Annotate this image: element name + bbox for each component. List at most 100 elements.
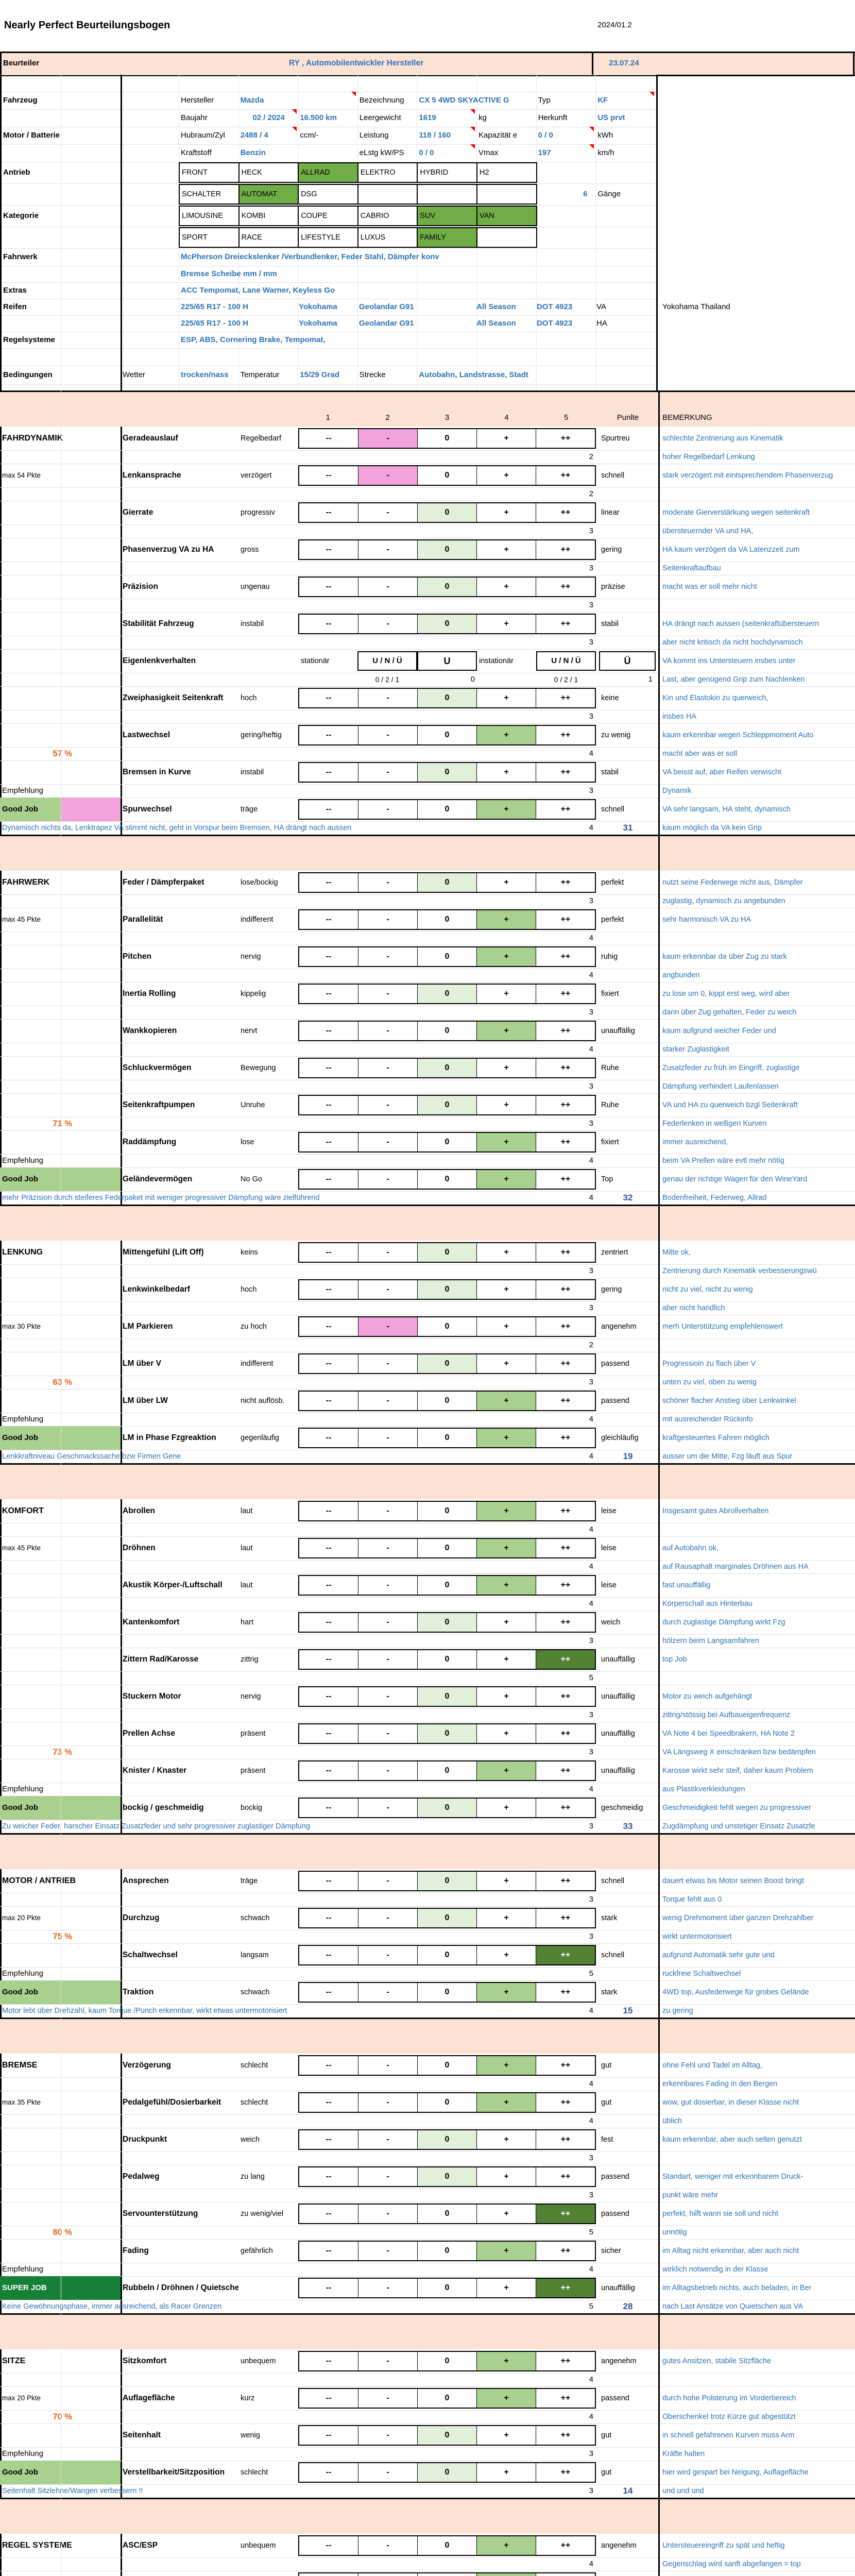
rating-cell-5[interactable]: ++ bbox=[536, 2056, 595, 2075]
rating-cell-3[interactable]: 0 bbox=[417, 910, 476, 929]
rating-cell-1[interactable]: -- bbox=[326, 545, 332, 554]
rating-cell-4[interactable]: + bbox=[476, 429, 536, 448]
rating-cell-2[interactable]: - bbox=[358, 2205, 417, 2223]
rating-cell-2[interactable]: - bbox=[358, 2352, 417, 2370]
rating-cell-1[interactable]: -- bbox=[326, 1138, 332, 1146]
rating-cell-4[interactable]: + bbox=[476, 689, 536, 707]
rating-cell-5[interactable]: ++ bbox=[536, 2167, 595, 2186]
rating-cell-selected[interactable]: 0 bbox=[417, 1280, 476, 1299]
rating-cell-2[interactable]: - bbox=[358, 615, 417, 633]
rating-cell-selected[interactable]: ++ bbox=[536, 2205, 595, 2223]
rating-cell-5[interactable]: ++ bbox=[536, 503, 595, 522]
rating-cell-2[interactable]: - bbox=[358, 1096, 417, 1114]
option-coupe[interactable]: COUPE bbox=[298, 206, 358, 226]
rating-cell-3[interactable]: 0 bbox=[417, 2573, 476, 2576]
rating-cell-3[interactable]: 0 bbox=[417, 800, 476, 819]
rating-cell-selected[interactable]: + bbox=[476, 1576, 536, 1595]
rating-cell-1[interactable]: -- bbox=[326, 768, 332, 776]
rating-cell-5[interactable]: ++ bbox=[536, 1317, 595, 1336]
option-empty[interactable] bbox=[476, 227, 537, 248]
rating-cell-5[interactable]: ++ bbox=[536, 1280, 595, 1299]
rating-cell-4[interactable]: + bbox=[476, 2205, 536, 2223]
option-front[interactable]: FRONT bbox=[179, 162, 240, 183]
option-luxus[interactable]: LUXUS bbox=[357, 227, 418, 248]
rating-cell-3[interactable]: 0 bbox=[417, 1429, 476, 1447]
rating-cell-1[interactable]: -- bbox=[326, 1433, 332, 1442]
rating-cell-4[interactable]: + bbox=[476, 1946, 536, 1964]
rating-cell-1[interactable]: -- bbox=[326, 2541, 332, 2550]
rating-cell-2[interactable]: - bbox=[358, 1022, 417, 1040]
rating-cell-5[interactable]: ++ bbox=[536, 2093, 595, 2112]
rating-cell-5[interactable]: ++ bbox=[536, 1761, 595, 1780]
rating-cell-3[interactable]: 0 bbox=[417, 2279, 476, 2297]
rating-cell-1[interactable]: -- bbox=[326, 2135, 332, 2144]
rating-cell-5[interactable]: ++ bbox=[536, 910, 595, 929]
rating-cell-selected[interactable]: - bbox=[358, 466, 417, 485]
rating-cell-1[interactable]: -- bbox=[326, 508, 332, 517]
rating-cell-5[interactable]: ++ bbox=[536, 2536, 595, 2555]
rating-cell-1[interactable]: -- bbox=[326, 1248, 332, 1257]
rating-cell-5[interactable]: ++ bbox=[536, 1909, 595, 1927]
rating-cell-selected[interactable]: 0 bbox=[417, 1687, 476, 1706]
rating-cell-selected[interactable]: + bbox=[476, 2536, 536, 2555]
rating-cell-1[interactable]: -- bbox=[326, 2098, 332, 2107]
rating-cell-4[interactable]: + bbox=[476, 540, 536, 559]
rating-cell-5[interactable]: ++ bbox=[536, 2573, 595, 2576]
rating-cell-selected[interactable]: + bbox=[476, 726, 536, 744]
option-allrad[interactable]: ALLRAD bbox=[298, 162, 358, 183]
rating-cell-3[interactable]: 0 bbox=[417, 2536, 476, 2555]
rating-cell-1[interactable]: -- bbox=[326, 1729, 332, 1738]
rating-cell-3[interactable]: 0 bbox=[417, 1539, 476, 1557]
rating-cell-selected[interactable]: - bbox=[358, 429, 417, 448]
rating-cell-4[interactable]: + bbox=[476, 763, 536, 782]
rating-cell-5[interactable]: ++ bbox=[536, 1687, 595, 1706]
rating-cell-1[interactable]: -- bbox=[326, 915, 332, 924]
option-h2[interactable]: H2 bbox=[476, 162, 537, 183]
rating-cell-2[interactable]: - bbox=[358, 2389, 417, 2408]
rating-cell-5[interactable]: ++ bbox=[536, 873, 595, 892]
rating-cell-selected[interactable]: 0 bbox=[417, 1909, 476, 1927]
rating-cell-2[interactable]: - bbox=[358, 1983, 417, 2002]
rating-cell-3[interactable]: 0 bbox=[417, 466, 476, 485]
rating-cell-selected[interactable]: + bbox=[476, 2389, 536, 2408]
rating-cell-1[interactable]: -- bbox=[326, 1175, 332, 1183]
rating-cell-selected[interactable]: ++ bbox=[536, 1650, 595, 1669]
rating-cell-2[interactable]: - bbox=[358, 2130, 417, 2149]
rating-cell-2[interactable]: - bbox=[358, 1724, 417, 1743]
option-dsg[interactable]: DSG bbox=[298, 184, 358, 205]
rating-cell-2[interactable]: - bbox=[358, 763, 417, 782]
rating-cell-1[interactable]: -- bbox=[326, 1544, 332, 1552]
rating-cell-5[interactable]: ++ bbox=[536, 540, 595, 559]
rating-cell-selected[interactable]: 0 bbox=[417, 1354, 476, 1373]
rating-cell-selected[interactable]: 0 bbox=[417, 763, 476, 782]
rating-cell-2[interactable]: - bbox=[358, 726, 417, 744]
option-elektro[interactable]: ELEKTRO bbox=[357, 162, 418, 183]
rating-cell-4[interactable]: + bbox=[476, 1354, 536, 1373]
option-empty[interactable] bbox=[357, 184, 418, 205]
rating-cell-5[interactable]: ++ bbox=[536, 1724, 595, 1743]
rating-cell-2[interactable]: - bbox=[358, 1650, 417, 1669]
rating-cell-4[interactable]: + bbox=[476, 1909, 536, 1927]
rating-cell-1[interactable]: -- bbox=[326, 1655, 332, 1664]
rating-cell-3[interactable]: 0 bbox=[417, 429, 476, 448]
rating-cell-selected[interactable]: 0 bbox=[417, 1059, 476, 1077]
rating-cell-1[interactable]: -- bbox=[326, 1359, 332, 1368]
rating-cell-selected[interactable]: 0 bbox=[417, 503, 476, 522]
rating-cell-1[interactable]: -- bbox=[326, 1581, 332, 1589]
rating-cell-2[interactable]: - bbox=[358, 985, 417, 1003]
rating-cell-1[interactable]: -- bbox=[326, 2394, 332, 2402]
rating-cell[interactable]: U / N / Ü bbox=[357, 651, 417, 671]
rating-cell-2[interactable]: - bbox=[358, 1354, 417, 1373]
rating-cell-5[interactable]: ++ bbox=[536, 578, 595, 596]
rating-cell-1[interactable]: -- bbox=[326, 2468, 332, 2477]
rating-cell-3[interactable]: 0 bbox=[417, 1576, 476, 1595]
option-empty[interactable] bbox=[476, 184, 537, 205]
rating-cell-selected[interactable]: Ü bbox=[599, 651, 656, 671]
rating-cell-selected[interactable]: 0 bbox=[417, 2463, 476, 2482]
rating-cell-2[interactable]: - bbox=[358, 689, 417, 707]
rating-cell-5[interactable]: ++ bbox=[536, 1983, 595, 2002]
rating-cell-2[interactable]: - bbox=[358, 2056, 417, 2075]
rating-cell-5[interactable]: ++ bbox=[536, 1243, 595, 1262]
rating-cell-1[interactable]: -- bbox=[326, 1766, 332, 1775]
rating-cell-4[interactable]: + bbox=[476, 1613, 536, 1632]
